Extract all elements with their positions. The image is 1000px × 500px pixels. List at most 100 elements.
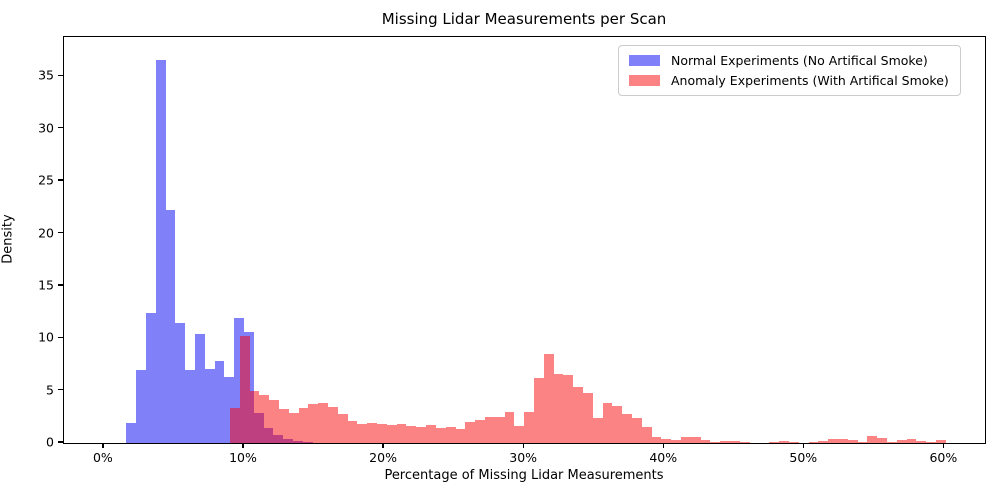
histogram-bar xyxy=(582,392,593,443)
histogram-bar xyxy=(165,210,176,443)
chart-title: Missing Lidar Measurements per Scan xyxy=(381,10,667,28)
x-tick-mark xyxy=(662,443,664,449)
y-tick-label: 5 xyxy=(46,382,54,398)
histogram-bar xyxy=(126,423,137,443)
histogram-bar xyxy=(681,437,691,443)
x-tick-label: 30% xyxy=(509,450,538,465)
histogram-bar xyxy=(214,361,225,443)
histogram-bar xyxy=(263,428,270,443)
histogram-bar xyxy=(857,441,868,443)
x-tick-mark xyxy=(382,443,384,449)
histogram-bar xyxy=(886,441,897,443)
legend-item-normal: Normal Experiments (No Artifical Smoke) xyxy=(629,53,949,68)
histogram-bar xyxy=(224,377,235,443)
histogram-bar xyxy=(533,378,544,443)
histogram-bar xyxy=(553,373,564,443)
histogram-bar xyxy=(288,412,299,443)
histogram-bar xyxy=(367,423,378,443)
histogram-bar xyxy=(690,436,701,443)
histogram-bar xyxy=(661,438,672,443)
histogram-bar xyxy=(288,438,293,443)
histogram-bar xyxy=(145,313,156,443)
histogram-bar xyxy=(283,438,289,443)
x-axis-label: Percentage of Missing Lidar Measurements xyxy=(384,468,664,483)
histogram-bar xyxy=(877,438,887,443)
histogram-bar xyxy=(543,353,554,443)
histogram-bar xyxy=(194,334,205,443)
plot-area xyxy=(63,36,986,444)
x-tick-label: 60% xyxy=(929,450,958,465)
y-tick-label: 20 xyxy=(38,225,54,240)
histogram-bar xyxy=(204,368,215,443)
y-tick-label: 10 xyxy=(38,329,54,345)
histogram-bar xyxy=(249,390,254,443)
histogram-bar xyxy=(818,440,829,443)
histogram-bar xyxy=(416,427,427,443)
histogram-bar xyxy=(671,439,682,443)
histogram-bar xyxy=(328,407,338,443)
histogram-bar xyxy=(185,369,195,443)
histogram-bar xyxy=(253,412,260,443)
legend: Normal Experiments (No Artifical Smoke) … xyxy=(618,45,961,96)
histogram-bar xyxy=(269,428,274,443)
histogram-bar xyxy=(573,387,583,443)
histogram-bar xyxy=(779,440,789,443)
y-tick-mark xyxy=(58,74,63,77)
legend-swatch-normal xyxy=(629,55,660,66)
histogram-bar xyxy=(514,426,525,443)
histogram-bar xyxy=(426,425,436,443)
y-tick-mark xyxy=(58,284,63,286)
y-tick-label: 15 xyxy=(38,277,54,293)
x-tick-label: 10% xyxy=(229,450,257,465)
y-tick-label: 0 xyxy=(46,434,54,450)
histogram-bar xyxy=(234,318,244,443)
x-tick-label: 50% xyxy=(789,450,818,465)
histogram-bar xyxy=(720,441,731,443)
histogram-bar xyxy=(445,427,456,443)
histogram-bar xyxy=(916,440,927,443)
histogram-bar xyxy=(926,442,936,443)
x-tick-label: 0% xyxy=(92,450,113,465)
histogram-bar xyxy=(259,412,264,443)
histogram-bar xyxy=(308,404,319,443)
histogram-bar xyxy=(484,417,495,443)
histogram-bar xyxy=(386,425,397,443)
histogram-bar xyxy=(788,442,799,443)
histogram-bar xyxy=(906,439,917,443)
histogram-bar xyxy=(504,411,515,443)
histogram-bar xyxy=(259,394,270,443)
histogram-bar xyxy=(239,336,244,443)
histogram-bar xyxy=(357,424,368,443)
histogram-bar xyxy=(896,439,907,443)
histogram-bar xyxy=(318,403,329,443)
legend-swatch-anomaly xyxy=(629,75,660,86)
x-tick-mark xyxy=(102,443,104,449)
histogram-bar xyxy=(279,409,289,443)
histogram-bar xyxy=(612,406,623,443)
histogram-bar xyxy=(710,441,721,443)
histogram-bar xyxy=(377,424,387,443)
histogram-bar xyxy=(396,424,407,443)
y-axis-label: Density xyxy=(0,214,16,264)
histogram-bar xyxy=(602,403,613,443)
x-tick-mark xyxy=(942,443,945,449)
histogram-bar xyxy=(700,440,711,443)
histogram-bar xyxy=(808,442,819,443)
histogram-bar xyxy=(524,411,534,443)
histogram-bar xyxy=(298,440,303,443)
histogram-bar xyxy=(465,422,476,443)
histogram-bar xyxy=(828,439,838,443)
histogram-bar xyxy=(175,322,186,443)
histogram-bar xyxy=(234,408,240,443)
histogram-bar xyxy=(475,419,485,443)
histogram-bar xyxy=(293,440,299,443)
histogram-bar xyxy=(435,428,446,443)
histogram-bar xyxy=(935,439,946,443)
histogram-bar xyxy=(298,408,309,443)
histogram-bar xyxy=(592,417,603,443)
histogram-bar xyxy=(837,438,848,443)
x-tick-mark xyxy=(242,443,244,449)
histogram-bar xyxy=(406,426,417,443)
histogram-bar xyxy=(308,441,313,443)
histogram-bar xyxy=(136,369,146,443)
